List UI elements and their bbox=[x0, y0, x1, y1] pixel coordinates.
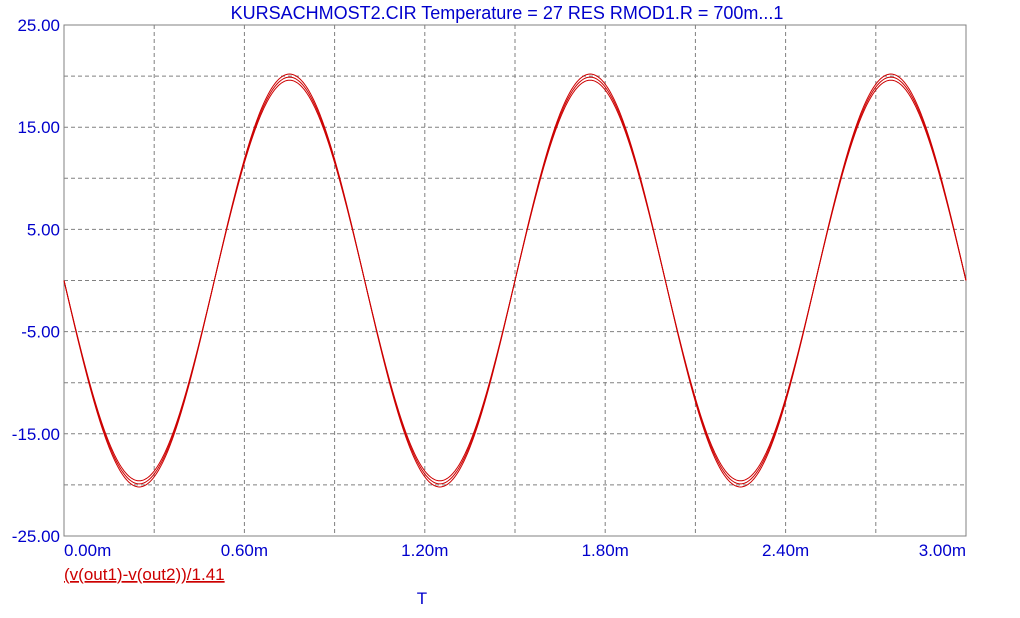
series-group bbox=[63, 73, 967, 488]
y-tick-label: -5.00 bbox=[21, 323, 60, 342]
x-tick-label: 1.80m bbox=[582, 541, 629, 560]
y-tick-labels: 25.00 15.00 5.00 -5.00 -15.00 -25.00 bbox=[12, 16, 60, 546]
x-axis-label: T bbox=[417, 589, 427, 608]
y-tick-label: -15.00 bbox=[12, 425, 60, 444]
grid bbox=[64, 25, 966, 536]
x-tick-label: 2.40m bbox=[762, 541, 809, 560]
series-label: (v(out1)-v(out2))/1.41 bbox=[64, 565, 225, 584]
chart-title: KURSACHMOST2.CIR Temperature = 27 RES RM… bbox=[231, 3, 784, 23]
x-tick-label: 0.00m bbox=[64, 541, 111, 560]
y-tick-label: 15.00 bbox=[17, 118, 60, 137]
series-line-3 bbox=[63, 73, 967, 488]
y-tick-label: 25.00 bbox=[17, 16, 60, 35]
x-tick-label: 3.00m bbox=[919, 541, 966, 560]
y-tick-label: 5.00 bbox=[27, 220, 60, 239]
x-tick-labels: 0.00m 0.60m 1.20m 1.80m 2.40m 3.00m bbox=[64, 541, 966, 560]
y-tick-label: -25.00 bbox=[12, 527, 60, 546]
x-tick-label: 1.20m bbox=[401, 541, 448, 560]
x-tick-label: 0.60m bbox=[221, 541, 268, 560]
